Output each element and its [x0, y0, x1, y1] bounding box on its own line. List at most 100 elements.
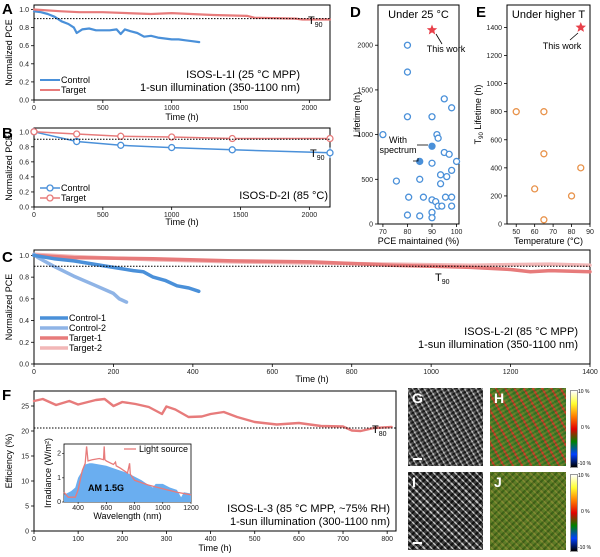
data-point [440, 95, 448, 103]
data-point [436, 180, 445, 188]
y-tick-label: 1 [57, 475, 61, 482]
x-tick-label: 200 [108, 369, 120, 376]
legend-label: Control-2 [69, 323, 106, 333]
x-axis-label: Time (h) [165, 217, 198, 227]
y-tick-label: 0.0 [19, 362, 29, 369]
y-tick-label: 1500 [357, 87, 373, 94]
data-point [577, 164, 585, 172]
legend-label: Target-1 [69, 333, 102, 343]
inset-spectrum-chart: 400 600 800 1000 1200 0 1 2 Wavelength (nm) Irrad… [43, 438, 199, 521]
data-point [168, 143, 176, 152]
series-control [32, 10, 201, 44]
annotation-line: 1-sun illumination (350-1100 nm) [140, 82, 300, 94]
with-spectrum-label: spectrum [379, 145, 416, 155]
threshold-label-sub: 90 [317, 155, 325, 162]
threshold-label: T80 [372, 424, 387, 438]
series-target [33, 131, 331, 140]
chart-title: Under higher T [512, 9, 585, 21]
x-tick-label: 70 [549, 229, 557, 236]
x-tick-label: 70 [379, 229, 387, 236]
x-tick-label: 800 [346, 369, 358, 376]
threshold-label-main: T [435, 272, 442, 284]
y-axis-label: T90 Lifetime (h) [473, 85, 485, 145]
y-tick-label: 500 [361, 177, 373, 184]
data-point [117, 141, 125, 149]
chart-b: 0 500 1000 1500 2000 0.0 0.2 0.4 0.6 0.8 1.0 Time (… [4, 127, 334, 227]
x-tick-label: 1000 [164, 212, 180, 219]
data-point [441, 193, 450, 201]
data-point [531, 185, 539, 193]
data-point [168, 133, 176, 141]
colorbar-j-top: 10 % [578, 473, 590, 479]
legend-label: Control-1 [69, 313, 106, 323]
y-tick-label: 800 [490, 109, 502, 116]
y-tick-label: 25 [21, 404, 29, 411]
x-tick-label: 600 [100, 505, 112, 512]
this-work-star [426, 24, 438, 35]
data-point [443, 172, 451, 181]
data-point [428, 159, 436, 167]
micrograph-g: G [408, 388, 483, 466]
x-tick-label: 500 [97, 212, 109, 219]
data-point [540, 150, 548, 158]
x-tick-label: 1200 [183, 505, 199, 512]
this-work-arrow [435, 33, 443, 45]
legend-marker [46, 184, 54, 192]
threshold-label: T90 [308, 15, 323, 29]
x-axis-label: Time (h) [295, 374, 328, 384]
y-tick-label: 2 [57, 451, 61, 458]
y-tick-label: 600 [490, 137, 502, 144]
am15-area [64, 463, 191, 502]
x-tick-label: 1500 [233, 212, 249, 219]
x-axis-label: PCE maintained (%) [378, 236, 460, 246]
threshold-label: T90 [435, 272, 450, 286]
chart-e: 50 60 70 80 90 0 200 400 600 800 1000 1200 1400 Tempe… [473, 4, 594, 246]
annotation-line: 1-sun illumination (300-1100 nm) [230, 516, 390, 528]
plot-frame [33, 249, 591, 365]
x-axis-label: Temperature (°C) [514, 236, 583, 246]
with-spectrum-label: With [389, 135, 407, 145]
series-target [32, 8, 332, 21]
panel-label-a: A [2, 1, 13, 18]
x-tick-label: 0 [32, 105, 36, 112]
data-point [403, 68, 412, 76]
data-point [326, 134, 334, 143]
scale-bar [413, 458, 422, 460]
y-axis-label: Normalized PCE [4, 274, 14, 341]
colorbar-h [570, 390, 578, 468]
x-tick-label: 100 [72, 536, 84, 543]
colorbar-h-top: 10 % [578, 389, 590, 395]
data-point [447, 166, 456, 175]
micrograph-j-strain-map: J [490, 472, 566, 550]
y-tick-label: 1.0 [19, 7, 29, 14]
series-control-2 [32, 252, 129, 304]
chart-c: 0 200 400 600 800 1000 1200 1400 0.0 0.2 0.4 0.6 0.8… [4, 249, 598, 384]
data-point [419, 193, 428, 201]
legend-label: Control [61, 183, 90, 193]
x-tick-label: 0 [32, 369, 36, 376]
y-tick-label: 0.8 [19, 275, 29, 282]
data-point [73, 137, 81, 146]
y-tick-label: 0.0 [19, 205, 29, 212]
y-axis-label: Lifetime (h) [352, 92, 362, 137]
x-tick-label: 100 [451, 229, 463, 236]
x-tick-label: 80 [404, 229, 412, 236]
this-work-arrow [569, 32, 579, 41]
y-tick-label: 0.2 [19, 340, 29, 347]
y-axis-label: Normalized PCE [4, 134, 14, 201]
data-point [326, 149, 334, 157]
data-point [379, 130, 387, 139]
threshold-label-main: T [310, 148, 317, 160]
light-source-line [63, 446, 192, 498]
x-tick-label: 80 [568, 229, 576, 236]
spectrum-arrow [413, 158, 419, 162]
panel-label-d: D [350, 4, 361, 21]
data-point [436, 171, 445, 179]
legend-label: Target-2 [69, 343, 102, 353]
threshold-label-main: T [308, 15, 315, 27]
threshold-label-main: T [372, 424, 379, 436]
plot-frame [33, 127, 331, 208]
y-tick-label: 0.8 [19, 25, 29, 32]
inset-x-axis-label: Wavelength (nm) [93, 511, 161, 521]
x-tick-label: 800 [129, 505, 141, 512]
